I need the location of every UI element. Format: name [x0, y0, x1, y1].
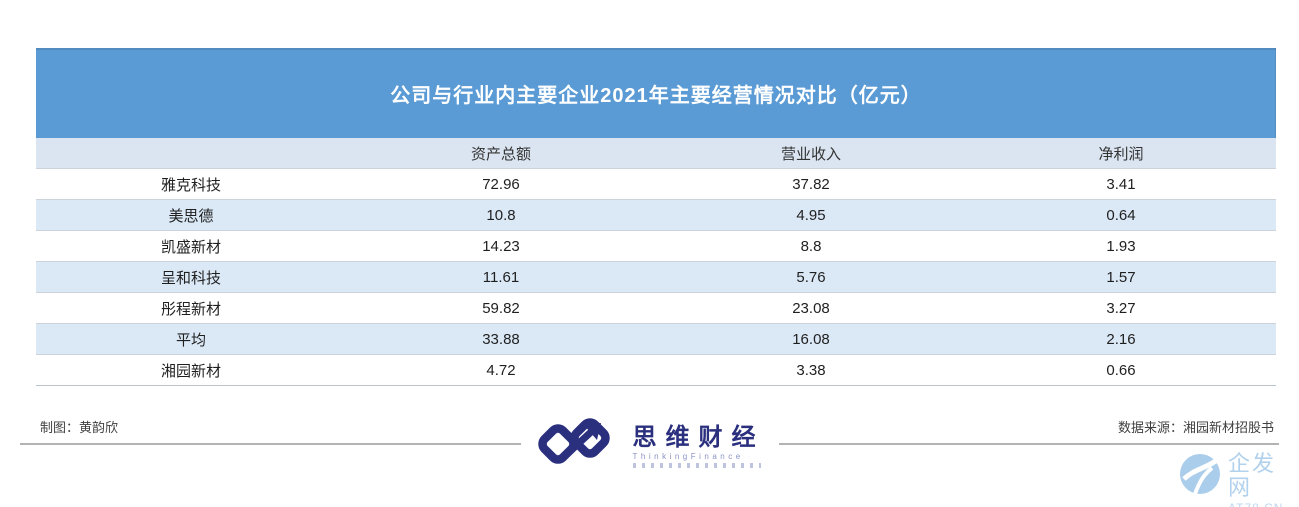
- cell-profit: 1.93: [1106, 237, 1136, 255]
- cell-company: 凯盛新材: [160, 238, 221, 256]
- table-title-band: 公司与行业内主要企业2021年主要经营情况对比（亿元）: [36, 48, 1276, 138]
- cell-assets: 4.72: [486, 361, 516, 379]
- table-title: 公司与行业内主要企业2021年主要经营情况对比（亿元）: [390, 84, 922, 107]
- cell-assets: 10.8: [486, 206, 516, 224]
- cell-company: 雅克科技: [160, 176, 221, 194]
- watermark-domain: AT78.CN: [1228, 501, 1299, 507]
- table-row: 美思德 10.8 4.95 0.64: [36, 199, 1276, 230]
- cell-profit: 2.16: [1106, 330, 1136, 348]
- cell-revenue: 4.95: [796, 206, 826, 224]
- chart-credit: 制图：黄韵欣: [40, 420, 119, 435]
- table-row: 凯盛新材 14.23 8.8 1.93: [36, 230, 1276, 261]
- cell-assets: 72.96: [482, 175, 520, 193]
- watermark-splash-icon: [1178, 448, 1224, 503]
- cell-revenue: 23.08: [792, 299, 830, 317]
- brand-subtext: ThinkingFinance: [632, 452, 744, 462]
- brand-micro-tagline: [632, 463, 761, 469]
- cell-revenue: 5.76: [796, 268, 826, 286]
- brand-name: 思维财经: [632, 423, 765, 451]
- comparison-table: 公司与行业内主要企业2021年主要经营情况对比（亿元） 资产总额 营业收入 净利…: [36, 48, 1276, 386]
- cell-assets: 33.88: [482, 330, 520, 348]
- cell-revenue: 3.38: [796, 361, 826, 379]
- table-row: 呈和科技 11.61 5.76 1.57: [36, 261, 1276, 292]
- cell-company: 美思德: [168, 207, 214, 225]
- cell-assets: 11.61: [482, 268, 520, 286]
- table-row: 雅克科技 72.96 37.82 3.41: [36, 168, 1276, 199]
- cell-profit: 1.57: [1106, 268, 1136, 286]
- thinking-finance-logo: 思维财经 ThinkingFinance: [520, 414, 779, 479]
- header-total-assets: 资产总额: [470, 145, 531, 163]
- cell-company: 湘园新材: [160, 362, 221, 380]
- thinking-finance-logo-icon: [535, 416, 621, 477]
- header-revenue: 营业收入: [780, 145, 841, 163]
- cell-assets: 14.23: [482, 237, 520, 255]
- cell-profit: 0.66: [1106, 361, 1136, 379]
- watermark-site-name: 企发网: [1228, 451, 1277, 501]
- cell-profit: 3.27: [1106, 299, 1136, 317]
- cell-assets: 59.82: [482, 299, 520, 317]
- table-row: 湘园新材 4.72 3.38 0.66: [36, 354, 1276, 385]
- cell-profit: 3.41: [1106, 175, 1136, 193]
- cell-revenue: 8.8: [800, 237, 822, 255]
- cell-company: 彤程新材: [160, 300, 221, 318]
- table-row: 彤程新材 59.82 23.08 3.27: [36, 292, 1276, 323]
- site-watermark: 企发网 AT78.CN: [1178, 448, 1299, 507]
- cell-revenue: 37.82: [792, 175, 830, 193]
- data-source: 数据来源：湘园新材招股书: [1117, 420, 1274, 435]
- cell-company: 平均: [175, 331, 206, 349]
- header-net-profit: 净利润: [1098, 145, 1144, 163]
- cell-revenue: 16.08: [792, 330, 830, 348]
- cell-company: 呈和科技: [160, 269, 221, 287]
- cell-profit: 0.64: [1106, 206, 1136, 224]
- table-header-row: 资产总额 营业收入 净利润: [36, 138, 1276, 168]
- table-row: 平均 33.88 16.08 2.16: [36, 323, 1276, 354]
